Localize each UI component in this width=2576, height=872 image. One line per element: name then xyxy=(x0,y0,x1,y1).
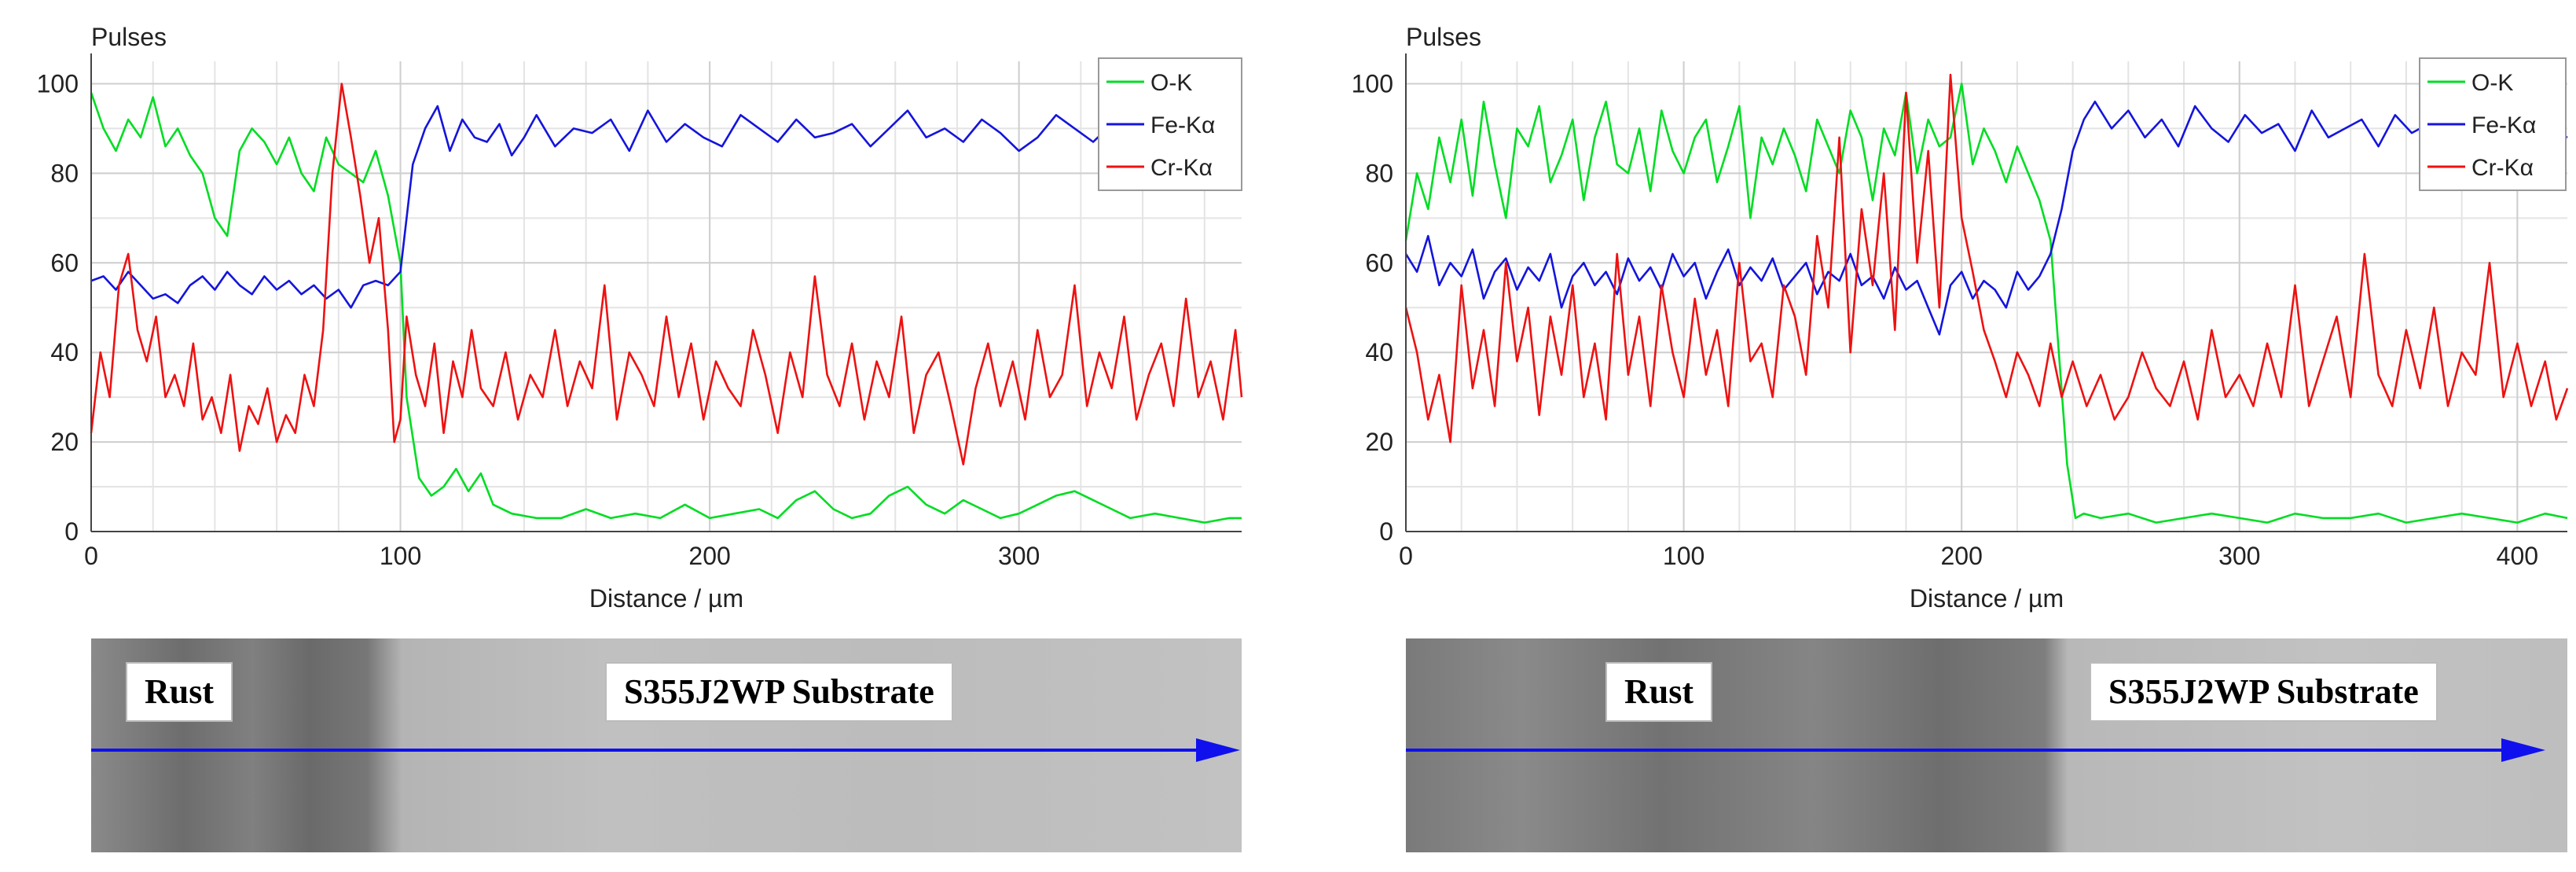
legend-label: Cr-Kα xyxy=(2471,155,2534,181)
legend-label: Cr-Kα xyxy=(1150,155,1213,181)
x-axis-title: Distance / µm xyxy=(589,584,743,613)
series-line-Cr-Kα xyxy=(90,83,1243,465)
y-tick-label: 60 xyxy=(1365,248,1393,277)
micrograph-right: Rust S355J2WP Substrate xyxy=(1406,638,2567,852)
y-tick-label: 0 xyxy=(64,517,79,546)
x-axis-title: Distance / µm xyxy=(1910,584,2064,613)
x-tick-label: 300 xyxy=(998,542,1040,570)
y-tick-label: 60 xyxy=(50,248,79,277)
y-axis-title: Pulses xyxy=(91,23,167,51)
y-tick-label: 20 xyxy=(50,428,79,456)
series-line-Fe-Kα xyxy=(1404,101,2568,336)
x-tick-label: 300 xyxy=(2218,542,2260,570)
y-tick-label: 40 xyxy=(50,338,79,366)
x-tick-label: 200 xyxy=(688,542,730,570)
rust-label: Rust xyxy=(1605,662,1713,722)
legend-label: O-K xyxy=(2471,70,2513,96)
x-tick-label: 400 xyxy=(2497,542,2538,570)
line-chart-right: 0 100 200 300 400 0 20 40 60 80 100 Pulses Distance … xyxy=(1352,23,2569,613)
y-tick-label: 100 xyxy=(1352,69,1393,98)
y-tick-label: 20 xyxy=(1365,428,1393,456)
scan-arrow-head xyxy=(2501,738,2545,762)
legend-label: Fe-Kα xyxy=(2471,112,2536,138)
substrate-label: S355J2WP Substrate xyxy=(2090,662,2438,722)
y-tick-label: 80 xyxy=(1365,159,1393,187)
x-tick-label: 100 xyxy=(380,542,421,570)
rust-label: Rust xyxy=(126,662,233,722)
y-tick-label: 0 xyxy=(1379,517,1393,546)
scan-arrow-head xyxy=(1196,738,1240,762)
y-tick-label: 100 xyxy=(37,69,79,98)
series-line-O-K xyxy=(1404,83,2568,524)
line-chart-left: 0 100 200 300 0 20 40 60 80 100 Pulses Distance / µ… xyxy=(37,23,1243,613)
series-line-O-K xyxy=(90,92,1242,524)
panel-right: 0 100 200 300 400 0 20 40 60 80 100 Pulses Distance … xyxy=(1288,0,2576,872)
y-tick-label: 40 xyxy=(1365,338,1393,366)
substrate-label: S355J2WP Substrate xyxy=(605,662,953,722)
legend-label: Fe-Kα xyxy=(1150,112,1215,138)
x-tick-label: 0 xyxy=(1399,542,1413,570)
series-line-Cr-Kα xyxy=(1404,73,2569,443)
legend-label: O-K xyxy=(1150,70,1192,96)
series-line-Fe-Kα xyxy=(90,105,1242,309)
scan-line xyxy=(91,749,1201,752)
x-tick-label: 0 xyxy=(84,542,98,570)
micrograph-left: Rust S355J2WP Substrate xyxy=(91,638,1242,852)
y-tick-label: 80 xyxy=(50,159,79,187)
y-axis-title: Pulses xyxy=(1406,23,1481,51)
x-tick-label: 100 xyxy=(1663,542,1704,570)
panel-left: 0 100 200 300 0 20 40 60 80 100 Pulses Distance / µ… xyxy=(37,23,1243,852)
scan-line xyxy=(1406,749,2506,752)
x-tick-label: 200 xyxy=(1940,542,1982,570)
